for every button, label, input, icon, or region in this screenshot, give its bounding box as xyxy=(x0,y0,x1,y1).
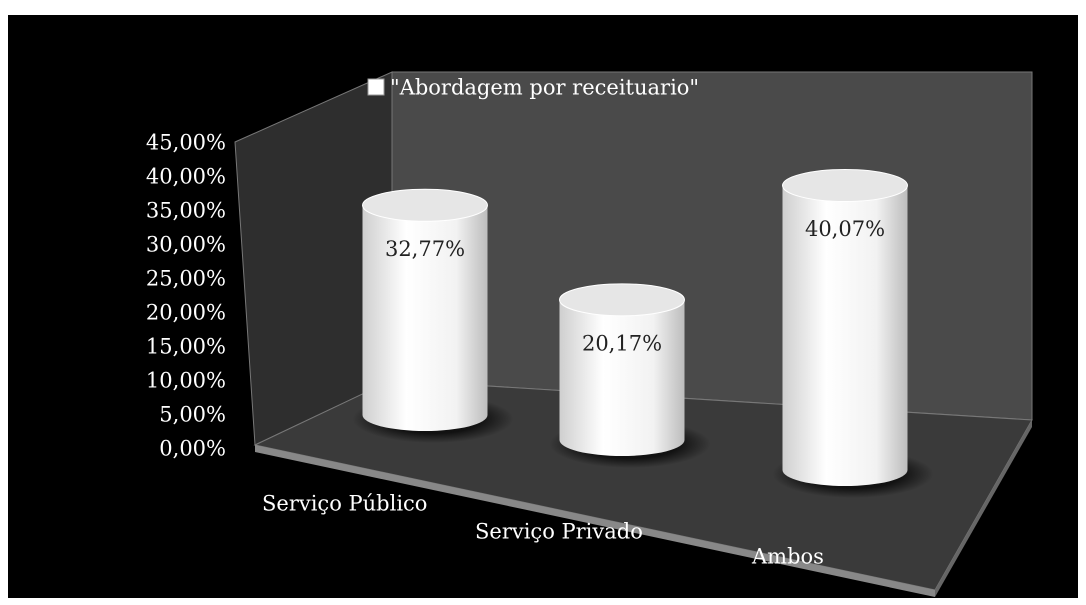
floor-edge xyxy=(935,420,1032,597)
bar-top xyxy=(559,283,685,317)
y-tick-label: 0,00% xyxy=(159,437,226,461)
x-tick-label: Serviço Privado xyxy=(475,520,643,544)
bar-top xyxy=(782,169,908,203)
value-label: 20,17% xyxy=(582,331,662,355)
bar xyxy=(362,205,488,431)
x-tick-label: Serviço Público xyxy=(262,492,427,516)
y-tick-label: 10,00% xyxy=(146,369,226,393)
y-tick-label: 45,00% xyxy=(146,131,226,155)
y-tick-label: 35,00% xyxy=(146,199,226,223)
y-tick-label: 40,00% xyxy=(146,165,226,189)
value-label: 40,07% xyxy=(805,217,885,241)
bar xyxy=(559,299,685,456)
back-wall xyxy=(391,71,1033,421)
bar-top xyxy=(362,188,488,222)
legend-swatch xyxy=(367,78,385,96)
y-tick-label: 20,00% xyxy=(146,301,226,325)
floor-edge xyxy=(255,445,935,597)
y-tick-label: 15,00% xyxy=(146,335,226,359)
y-tick-label: 5,00% xyxy=(159,403,226,427)
value-label: 32,77% xyxy=(385,237,465,261)
x-tick-label: Ambos xyxy=(751,545,824,569)
y-tick-label: 30,00% xyxy=(146,233,226,257)
bar xyxy=(782,185,908,487)
y-tick-label: 25,00% xyxy=(146,267,226,291)
legend-label: "Abordagem por receituario" xyxy=(390,76,699,100)
